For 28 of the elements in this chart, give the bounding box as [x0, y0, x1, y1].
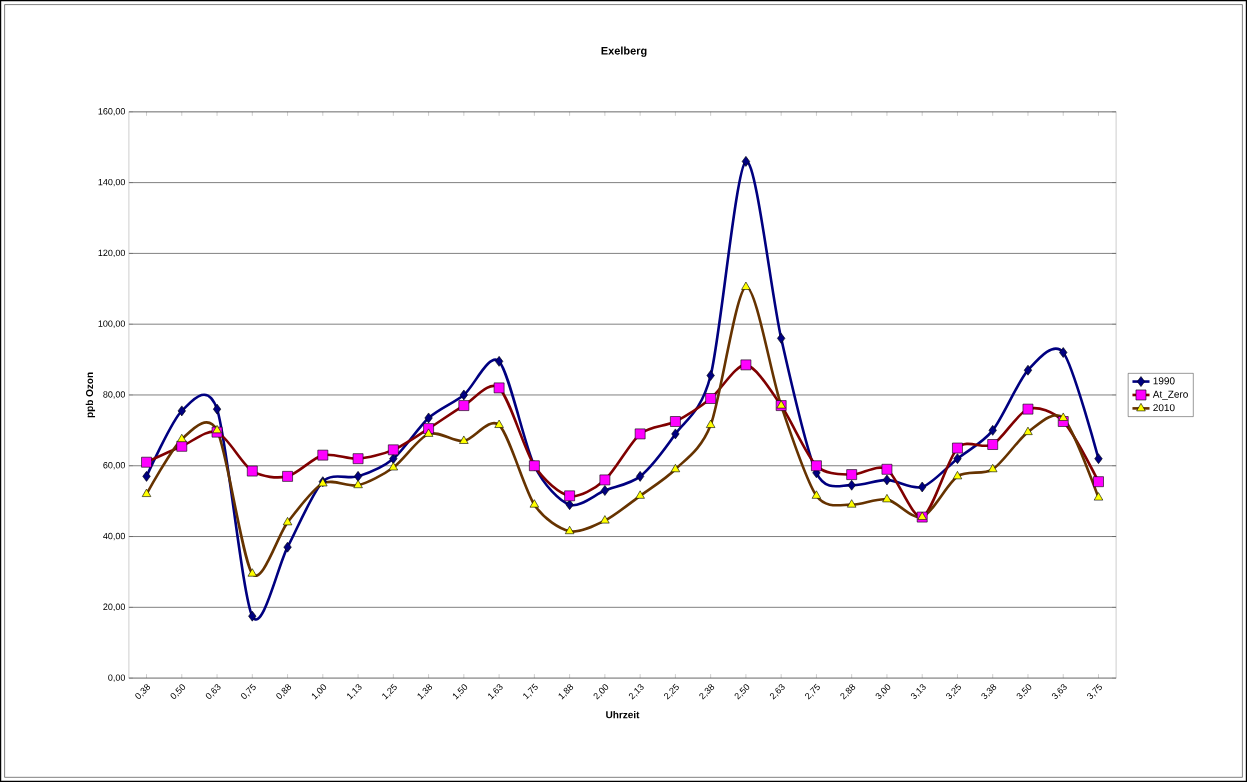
y-tick-label: 100,00	[98, 320, 126, 328]
legend-label: At_Zero	[1152, 390, 1188, 400]
x-tick-label: 3,75	[1087, 683, 1102, 699]
x-tick-label: 3,25	[946, 683, 961, 699]
y-tick-label: 40,00	[103, 532, 126, 541]
y-tick-label: 60,00	[103, 462, 126, 470]
y-axis-title: ppb Ozon	[85, 372, 96, 418]
x-tick-label: 3,50	[1016, 684, 1032, 699]
x-tick-label: 3,38	[981, 684, 997, 699]
y-tick-label: 160,00	[98, 108, 126, 116]
x-tick-label: 0,63	[205, 684, 221, 699]
x-tick-label: 3,00	[875, 684, 891, 699]
x-tick-label: 0,50	[170, 684, 186, 699]
x-tick-label: 2,38	[699, 684, 715, 700]
x-tick-label: 0,38	[135, 684, 151, 699]
y-tick-label: 120,00	[98, 249, 126, 258]
legend-label: 1990	[1153, 377, 1175, 385]
x-tick-label: 3,63	[1051, 684, 1067, 699]
y-tick-label: 20,00	[103, 603, 126, 612]
y-tick-label: 80,00	[103, 391, 126, 399]
y-tick-label: 0,00	[108, 674, 126, 682]
legend-label: 2010	[1153, 404, 1175, 412]
y-tick-label: 140,00	[98, 178, 126, 187]
chart-title: Exelberg	[601, 46, 647, 57]
x-tick-label: 3,13	[910, 684, 926, 699]
x-tick-label: 0,88	[276, 684, 292, 699]
x-axis-title: Uhrzeit	[606, 710, 640, 719]
x-tick-label: 0,75	[241, 683, 256, 699]
